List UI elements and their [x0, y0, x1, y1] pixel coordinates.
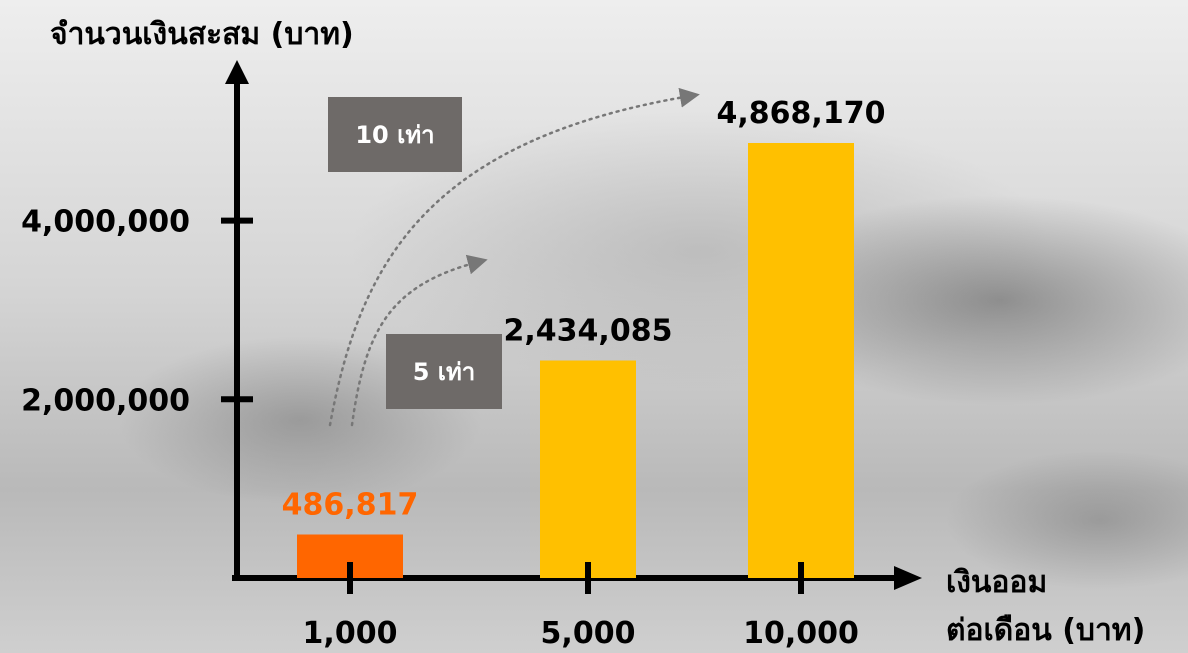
ten-times-box	[328, 97, 462, 172]
x-axis-label-line1: เงินออม	[946, 565, 1047, 600]
data-label-3: 4,868,170	[717, 96, 886, 131]
x-tick-label-2: 5,000	[541, 616, 636, 651]
x-tick-label-3: 10,000	[743, 616, 859, 651]
y-axis-label: จำนวนเงินสะสม (บาท)	[50, 17, 354, 52]
data-label-1: 486,817	[282, 488, 419, 523]
five-times-arrow	[350, 254, 488, 427]
data-label-2: 2,434,085	[504, 314, 673, 349]
bar-3	[748, 143, 854, 578]
five-times-box	[386, 334, 502, 409]
x-tick-label-1: 1,000	[303, 616, 398, 651]
y-axis-arrowhead	[225, 60, 249, 84]
five-times-label: 5 เท่า	[413, 358, 476, 386]
x-axis-label-line2: ต่อเดือน (บาท)	[946, 613, 1145, 648]
y-tick-label-1: 2,000,000	[21, 383, 190, 418]
y-tick-label-2: 4,000,000	[21, 205, 190, 240]
bar-2	[540, 360, 636, 578]
ten-times-arrow	[328, 87, 700, 427]
x-axis-arrowhead	[894, 566, 922, 590]
chart-marks: 486,817 1,000 2,434,085 5,000 4,868,170 10,00…	[21, 96, 885, 651]
ten-times-label: 10 เท่า	[355, 121, 434, 149]
